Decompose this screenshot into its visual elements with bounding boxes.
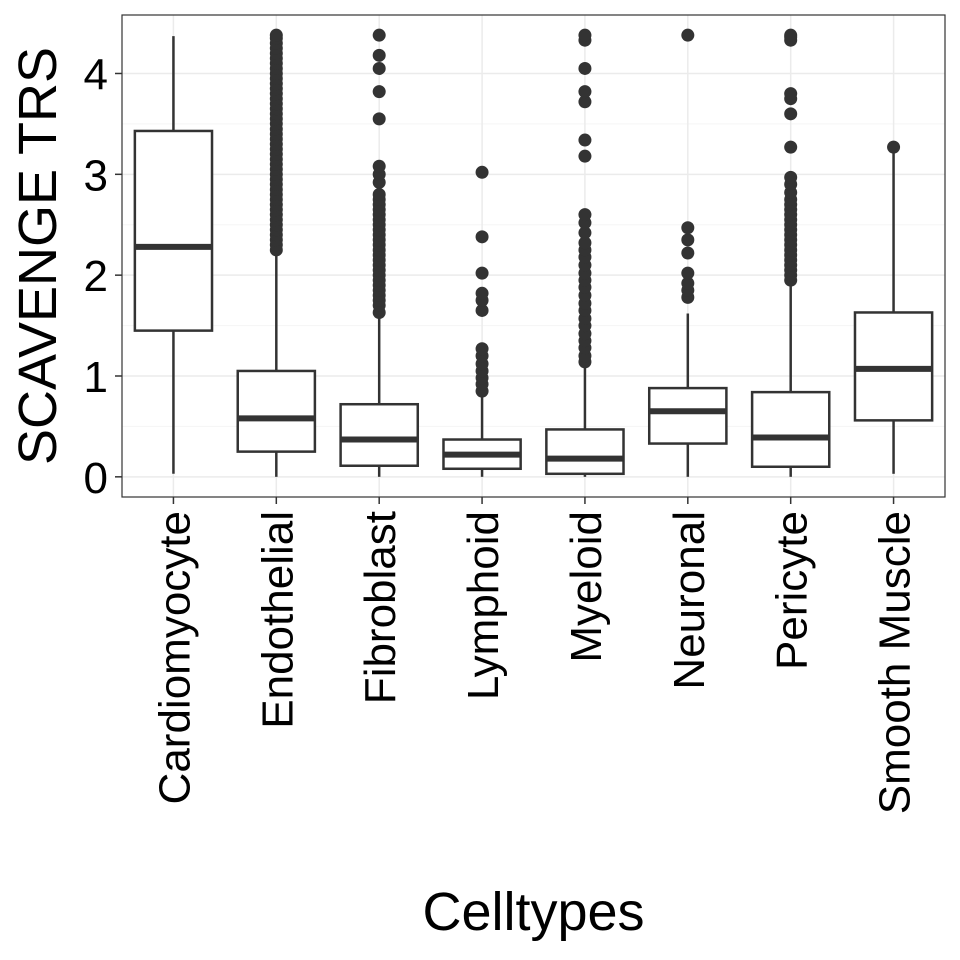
outlier-point (269, 28, 283, 42)
box-endothelial (236, 252, 317, 477)
x-tick-label: Cardiomyocyte (150, 511, 199, 804)
box-body (750, 390, 831, 468)
outlier-point (475, 342, 489, 356)
box-body (339, 402, 420, 467)
outlier-point (578, 208, 592, 222)
box-neuronal (647, 313, 728, 477)
box-lymphoid (442, 396, 522, 477)
outlier-point (475, 165, 489, 179)
y-tick-label: 0 (84, 454, 108, 503)
outlier-point (475, 303, 489, 317)
outlier-point (681, 28, 695, 42)
box-body (647, 386, 728, 445)
x-axis: Cardiomyocyte Endothelial Fibroblast Lympho… (150, 497, 920, 814)
box-body (133, 129, 214, 332)
outlier-point (578, 236, 592, 250)
box-pericyte (750, 283, 831, 477)
x-tick-label: Lymphoid (459, 511, 508, 700)
box-cardiomyocyte (133, 36, 214, 474)
boxes (133, 36, 934, 477)
outlier-point (475, 266, 489, 280)
outlier-point (887, 140, 901, 154)
y-tick-label: 3 (84, 151, 108, 200)
outlier-point (372, 85, 386, 99)
outlier-point (372, 159, 386, 173)
outlier-point (578, 133, 592, 147)
outlier-point (784, 87, 798, 101)
panel-border (121, 14, 946, 498)
outlier-point (475, 230, 489, 244)
outlier-point (681, 221, 695, 235)
outlier-point (578, 85, 592, 99)
x-tick-label: Pericyte (768, 511, 817, 670)
outlier-point (784, 28, 798, 42)
outlier-point (578, 226, 592, 240)
x-tick-label: Endothelial (253, 511, 302, 729)
y-tick-label: 1 (84, 353, 108, 402)
outlier-point (372, 48, 386, 62)
outlier-point (681, 276, 695, 290)
box-fibroblast (339, 315, 420, 477)
outlier-point (578, 61, 592, 75)
y-axis: 0 1 2 3 4 (84, 50, 122, 503)
x-tick-label: Smooth Muscle (871, 511, 920, 814)
y-axis-title: SCAVENGE TRS (8, 47, 68, 465)
box-body (545, 428, 625, 476)
box-smooth-muscle (853, 149, 934, 474)
outlier-point (578, 28, 592, 42)
box-body (236, 369, 317, 453)
y-tick-label: 2 (84, 252, 108, 301)
outlier-point (372, 187, 386, 201)
x-tick-label: Fibroblast (356, 511, 405, 704)
outlier-point (681, 246, 695, 260)
outlier-point (784, 107, 798, 121)
outlier-point (372, 61, 386, 75)
outlier-point (784, 170, 798, 184)
outlier-point (681, 233, 695, 247)
x-tick-label: Neuronal (665, 511, 714, 690)
box-myeloid (545, 365, 625, 477)
outlier-point (578, 95, 592, 109)
outlier-point (681, 266, 695, 280)
outlier-point (372, 28, 386, 42)
x-axis-title: Celltypes (422, 882, 644, 942)
x-tick-label: Myeloid (562, 511, 611, 663)
y-tick-label: 4 (84, 50, 108, 99)
outlier-point (372, 112, 386, 126)
outliers (269, 28, 901, 398)
outlier-point (578, 149, 592, 163)
outlier-point (784, 140, 798, 154)
outlier-point (475, 286, 489, 300)
